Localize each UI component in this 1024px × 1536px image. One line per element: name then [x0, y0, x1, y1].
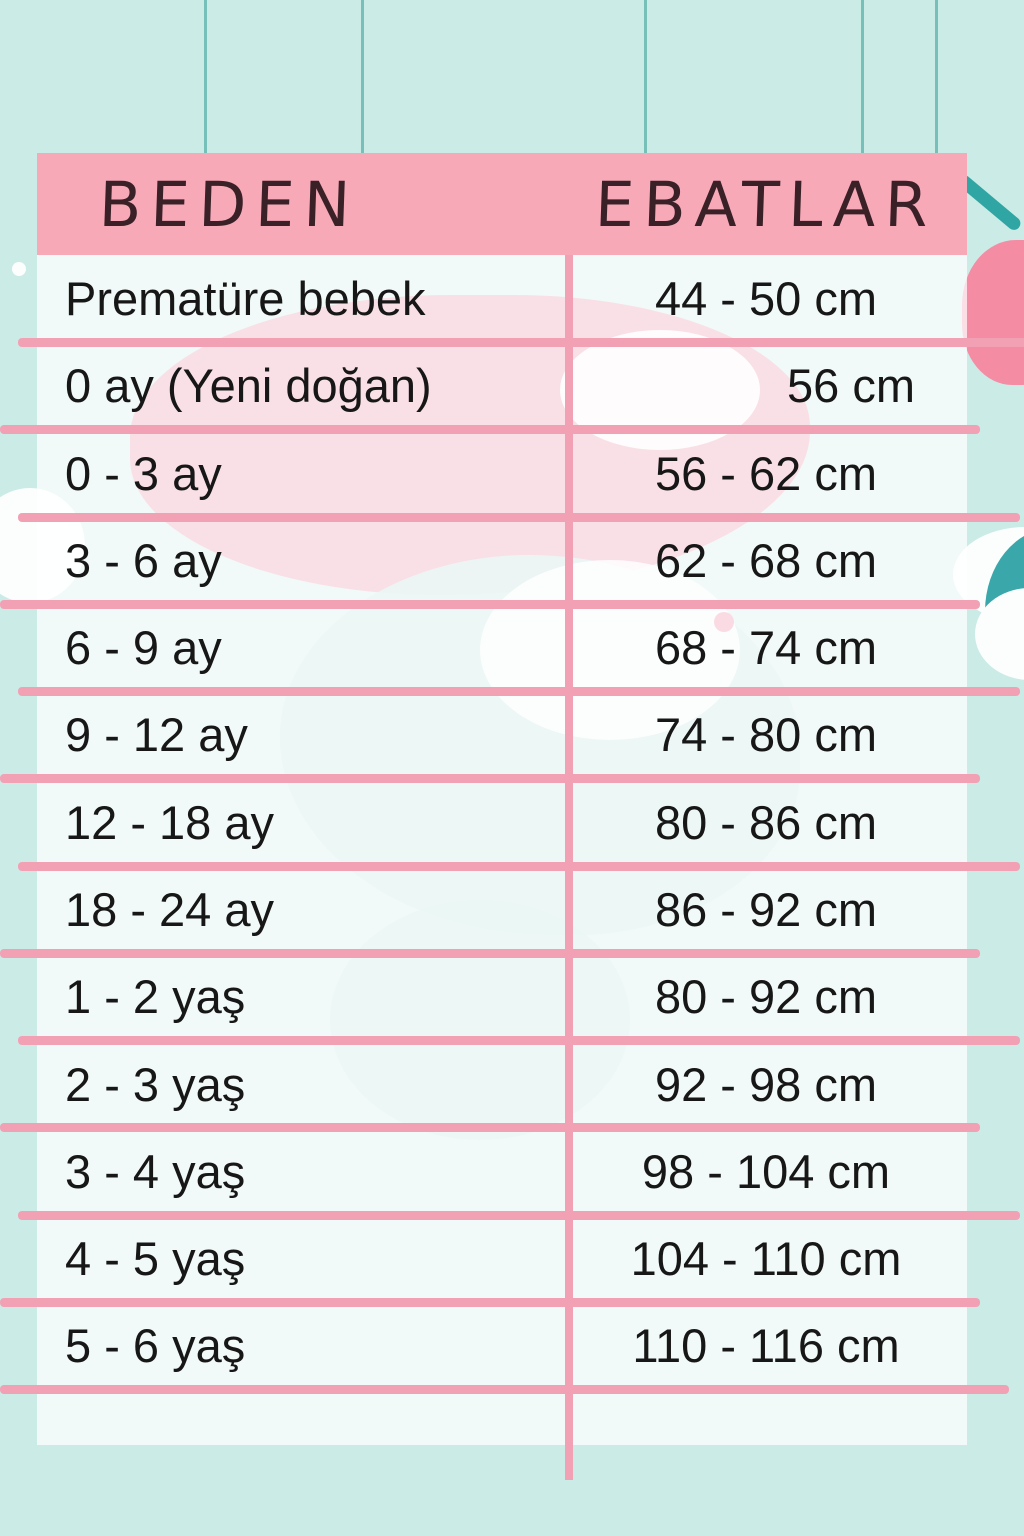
- beden-cell: 9 - 12 ay: [65, 708, 248, 762]
- hanging-string: [861, 0, 864, 153]
- row-divider: [0, 1297, 980, 1307]
- beden-cell: Prematüre bebek: [65, 272, 426, 326]
- beden-cell: 0 ay (Yeni doğan): [65, 359, 432, 413]
- table-row: 2 - 3 yaş 92 - 98 cm: [37, 1040, 967, 1127]
- row-divider: [18, 512, 1020, 522]
- table-row: Prematüre bebek 44 - 50 cm: [37, 255, 967, 342]
- ebat-cell: 92 - 98 cm: [654, 1057, 878, 1111]
- table-row: 0 ay (Yeni doğan) 56 cm: [37, 342, 967, 429]
- row-divider: [18, 1036, 1020, 1046]
- table-row: 9 - 12 ay 74 - 80 cm: [37, 691, 967, 778]
- ebat-cell: 62 - 68 cm: [654, 533, 878, 587]
- table-row: 3 - 4 yaş 98 - 104 cm: [37, 1128, 967, 1215]
- ebat-cell: 56 - 62 cm: [654, 446, 878, 500]
- row-divider: [18, 338, 1024, 347]
- hanging-string: [644, 0, 647, 153]
- table-row: 0 - 3 ay 56 - 62 cm: [37, 430, 967, 517]
- header-beden-label: BEDEN: [97, 167, 361, 241]
- table-row: 1 - 2 yaş 80 - 92 cm: [37, 953, 967, 1040]
- row-divider: [18, 687, 1020, 697]
- beden-cell: 1 - 2 yaş: [65, 970, 246, 1024]
- beden-cell: 12 - 18 ay: [65, 795, 275, 849]
- hanging-string: [204, 0, 207, 153]
- row-divider: [0, 774, 980, 784]
- ebat-cell: 110 - 116 cm: [632, 1319, 900, 1373]
- ebat-cell: 80 - 86 cm: [654, 795, 878, 849]
- ebat-cell: 44 - 50 cm: [654, 272, 878, 326]
- ebat-cell: 56 cm: [787, 359, 915, 413]
- column-divider: [565, 255, 573, 1480]
- header-beden: BEDEN: [35, 153, 567, 255]
- beden-cell: 4 - 5 yaş: [65, 1232, 246, 1286]
- row-divider: [18, 861, 1020, 871]
- ebat-cell: 104 - 110 cm: [630, 1232, 902, 1286]
- table-row: 12 - 18 ay 80 - 86 cm: [37, 779, 967, 866]
- table-row: 18 - 24 ay 86 - 92 cm: [37, 866, 967, 953]
- ebat-cell: 86 - 92 cm: [654, 882, 878, 936]
- row-divider: [0, 599, 980, 609]
- beden-cell: 6 - 9 ay: [65, 621, 222, 675]
- ebat-cell: 74 - 80 cm: [654, 708, 878, 762]
- size-table: BEDEN EBATLAR Prematüre bebek 44 - 50 cm 0…: [0, 153, 1024, 1480]
- beden-cell: 3 - 6 ay: [65, 533, 222, 587]
- beden-cell: 18 - 24 ay: [65, 882, 275, 936]
- hanging-string: [935, 0, 938, 153]
- row-divider: [18, 1210, 1020, 1220]
- table-row: 4 - 5 yaş 104 - 110 cm: [37, 1215, 967, 1302]
- header-ebatlar-label: EBATLAR: [593, 167, 939, 241]
- ebat-cell: 98 - 104 cm: [641, 1144, 891, 1198]
- row-divider: [0, 948, 980, 958]
- hanging-string: [361, 0, 364, 153]
- table-header: BEDEN EBATLAR: [37, 153, 967, 255]
- table-row: 3 - 6 ay 62 - 68 cm: [37, 517, 967, 604]
- beden-cell: 0 - 3 ay: [65, 446, 222, 500]
- table-body: Prematüre bebek 44 - 50 cm 0 ay (Yeni doğa…: [0, 255, 1024, 1480]
- table-row: 6 - 9 ay 68 - 74 cm: [37, 604, 967, 691]
- pink-blob-decoration: [962, 240, 1024, 385]
- dot-decoration: [12, 262, 26, 276]
- ebat-cell: 68 - 74 cm: [654, 621, 878, 675]
- beden-cell: 2 - 3 yaş: [65, 1057, 246, 1111]
- header-ebatlar: EBATLAR: [563, 153, 969, 255]
- row-divider: [0, 425, 980, 435]
- row-divider: [0, 1385, 1009, 1395]
- row-divider: [0, 1123, 980, 1133]
- beden-cell: 3 - 4 yaş: [65, 1144, 246, 1198]
- ebat-cell: 80 - 92 cm: [654, 970, 878, 1024]
- beden-cell: 5 - 6 yaş: [65, 1319, 246, 1373]
- table-row: 5 - 6 yaş 110 - 116 cm: [37, 1302, 967, 1389]
